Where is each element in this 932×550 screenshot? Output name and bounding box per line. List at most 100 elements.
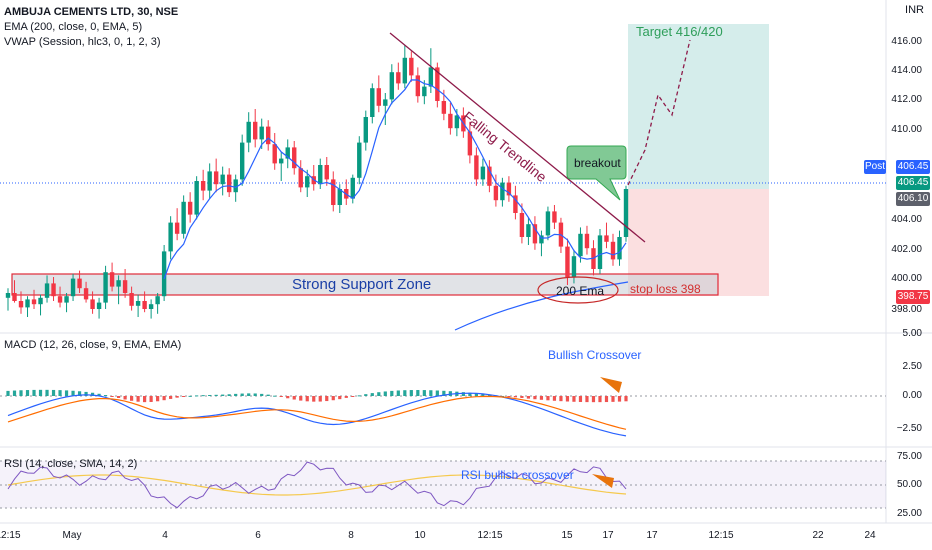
candle-body [57,296,63,303]
vwap-line [163,79,627,280]
candle-body [207,171,212,191]
candle-body [363,117,368,143]
macd-bar [19,390,23,396]
macd-bar [624,396,628,402]
macd-bar [25,390,30,396]
candle-body [376,88,381,106]
macd-bar [143,396,147,403]
macd-bar [221,394,225,396]
candle-body [519,213,525,237]
macd-bar [513,396,518,398]
candle-body [402,57,408,84]
candle-body [279,158,284,164]
macd-bar [169,396,173,399]
macd-bar [383,391,387,396]
candle-body [109,272,115,287]
rsi-legend[interactable]: RSI (14, close, SMA, 14, 2) [4,458,138,470]
macd-bar [351,396,355,397]
macd-bar [611,396,615,402]
candle-body [513,195,518,213]
candle-body [552,211,557,223]
macd-bar [136,396,140,402]
price-tick: 416.00 [891,36,922,47]
symbol-title[interactable]: AMBUJA CEMENTS LTD, 30, NSE [4,6,179,18]
macd-bar [162,396,166,401]
macd-bar [58,390,62,396]
macd-bar [416,390,420,396]
bullish-crossover-label: Bullish Crossover [548,348,642,362]
candle-body [213,171,219,185]
ema-ellipse [537,276,619,304]
time-label: 12:15 [477,530,503,541]
candle-body [597,235,603,269]
candle-body [357,142,362,178]
macd-bar [377,392,381,396]
candle-body [51,283,56,297]
price-tick: 398.00 [891,304,922,315]
macd-bar [468,392,472,396]
candle-body [415,75,421,97]
macd-bar [175,396,179,398]
candle-body [578,233,583,257]
candle-body [474,155,479,180]
macd-bar [390,390,394,396]
vwap-indicator-legend[interactable]: VWAP (Session, hlc3, 0, 1, 2, 3) [4,36,161,48]
candle-body [161,251,167,297]
macd-bar [461,392,465,396]
macd-bar [578,396,583,402]
macd-bar [240,393,244,396]
candle-body [239,142,245,180]
macd-bar [64,390,69,396]
macd-legend[interactable]: MACD (12, 26, close, 9, EMA, EMA) [4,339,182,351]
ema-indicator-legend[interactable]: EMA (200, close, 0, EMA, 5) [4,21,143,33]
candle-body [441,101,447,114]
vwap-price-tag: 406.10 [896,192,930,206]
candle-body [122,280,128,293]
falling-trendline [389,32,646,243]
macd-bar [396,390,400,396]
macd-bar [604,396,609,403]
candle-body [116,280,121,287]
macd-line [7,392,627,437]
macd-bar [344,396,348,398]
ema-200-label: 200 Ema [556,284,605,298]
candle-body [331,179,336,205]
macd-bar [585,396,589,403]
time-label: 10 [414,530,426,541]
macd-bar [520,396,524,398]
candle-body [64,296,69,303]
candle-body [526,224,531,237]
macd-bar [474,393,478,396]
candle-body [623,189,629,237]
time-label: 17 [646,530,658,541]
time-label: 17 [602,530,614,541]
post-badge[interactable]: Post [864,160,886,174]
price-tick: 410.00 [891,124,922,135]
macd-bar [247,393,251,396]
candle-body [337,189,342,205]
macd-bar [422,390,426,396]
candle-body [298,168,303,188]
macd-bar [6,390,10,396]
macd-tick: −2.50 [896,423,922,434]
time-label: 6 [255,530,261,541]
candle-body [135,301,141,306]
candle-body [90,299,95,309]
macd-bar [299,396,303,401]
support-zone-box [11,273,719,296]
macd-bar [442,390,446,396]
macd-tick: 5.00 [902,328,922,339]
candle-body [142,301,147,309]
candle-body [292,147,297,169]
candle-body [396,72,401,84]
candles-group [5,45,629,319]
candle-body [454,115,460,129]
support-zone-label: Strong Support Zone [292,276,432,293]
candle-body [467,131,473,156]
macd-bar [507,396,511,397]
macd-bar [448,391,452,396]
time-label: 24 [864,530,876,541]
candle-body [253,121,258,140]
macd-bar [208,394,212,396]
